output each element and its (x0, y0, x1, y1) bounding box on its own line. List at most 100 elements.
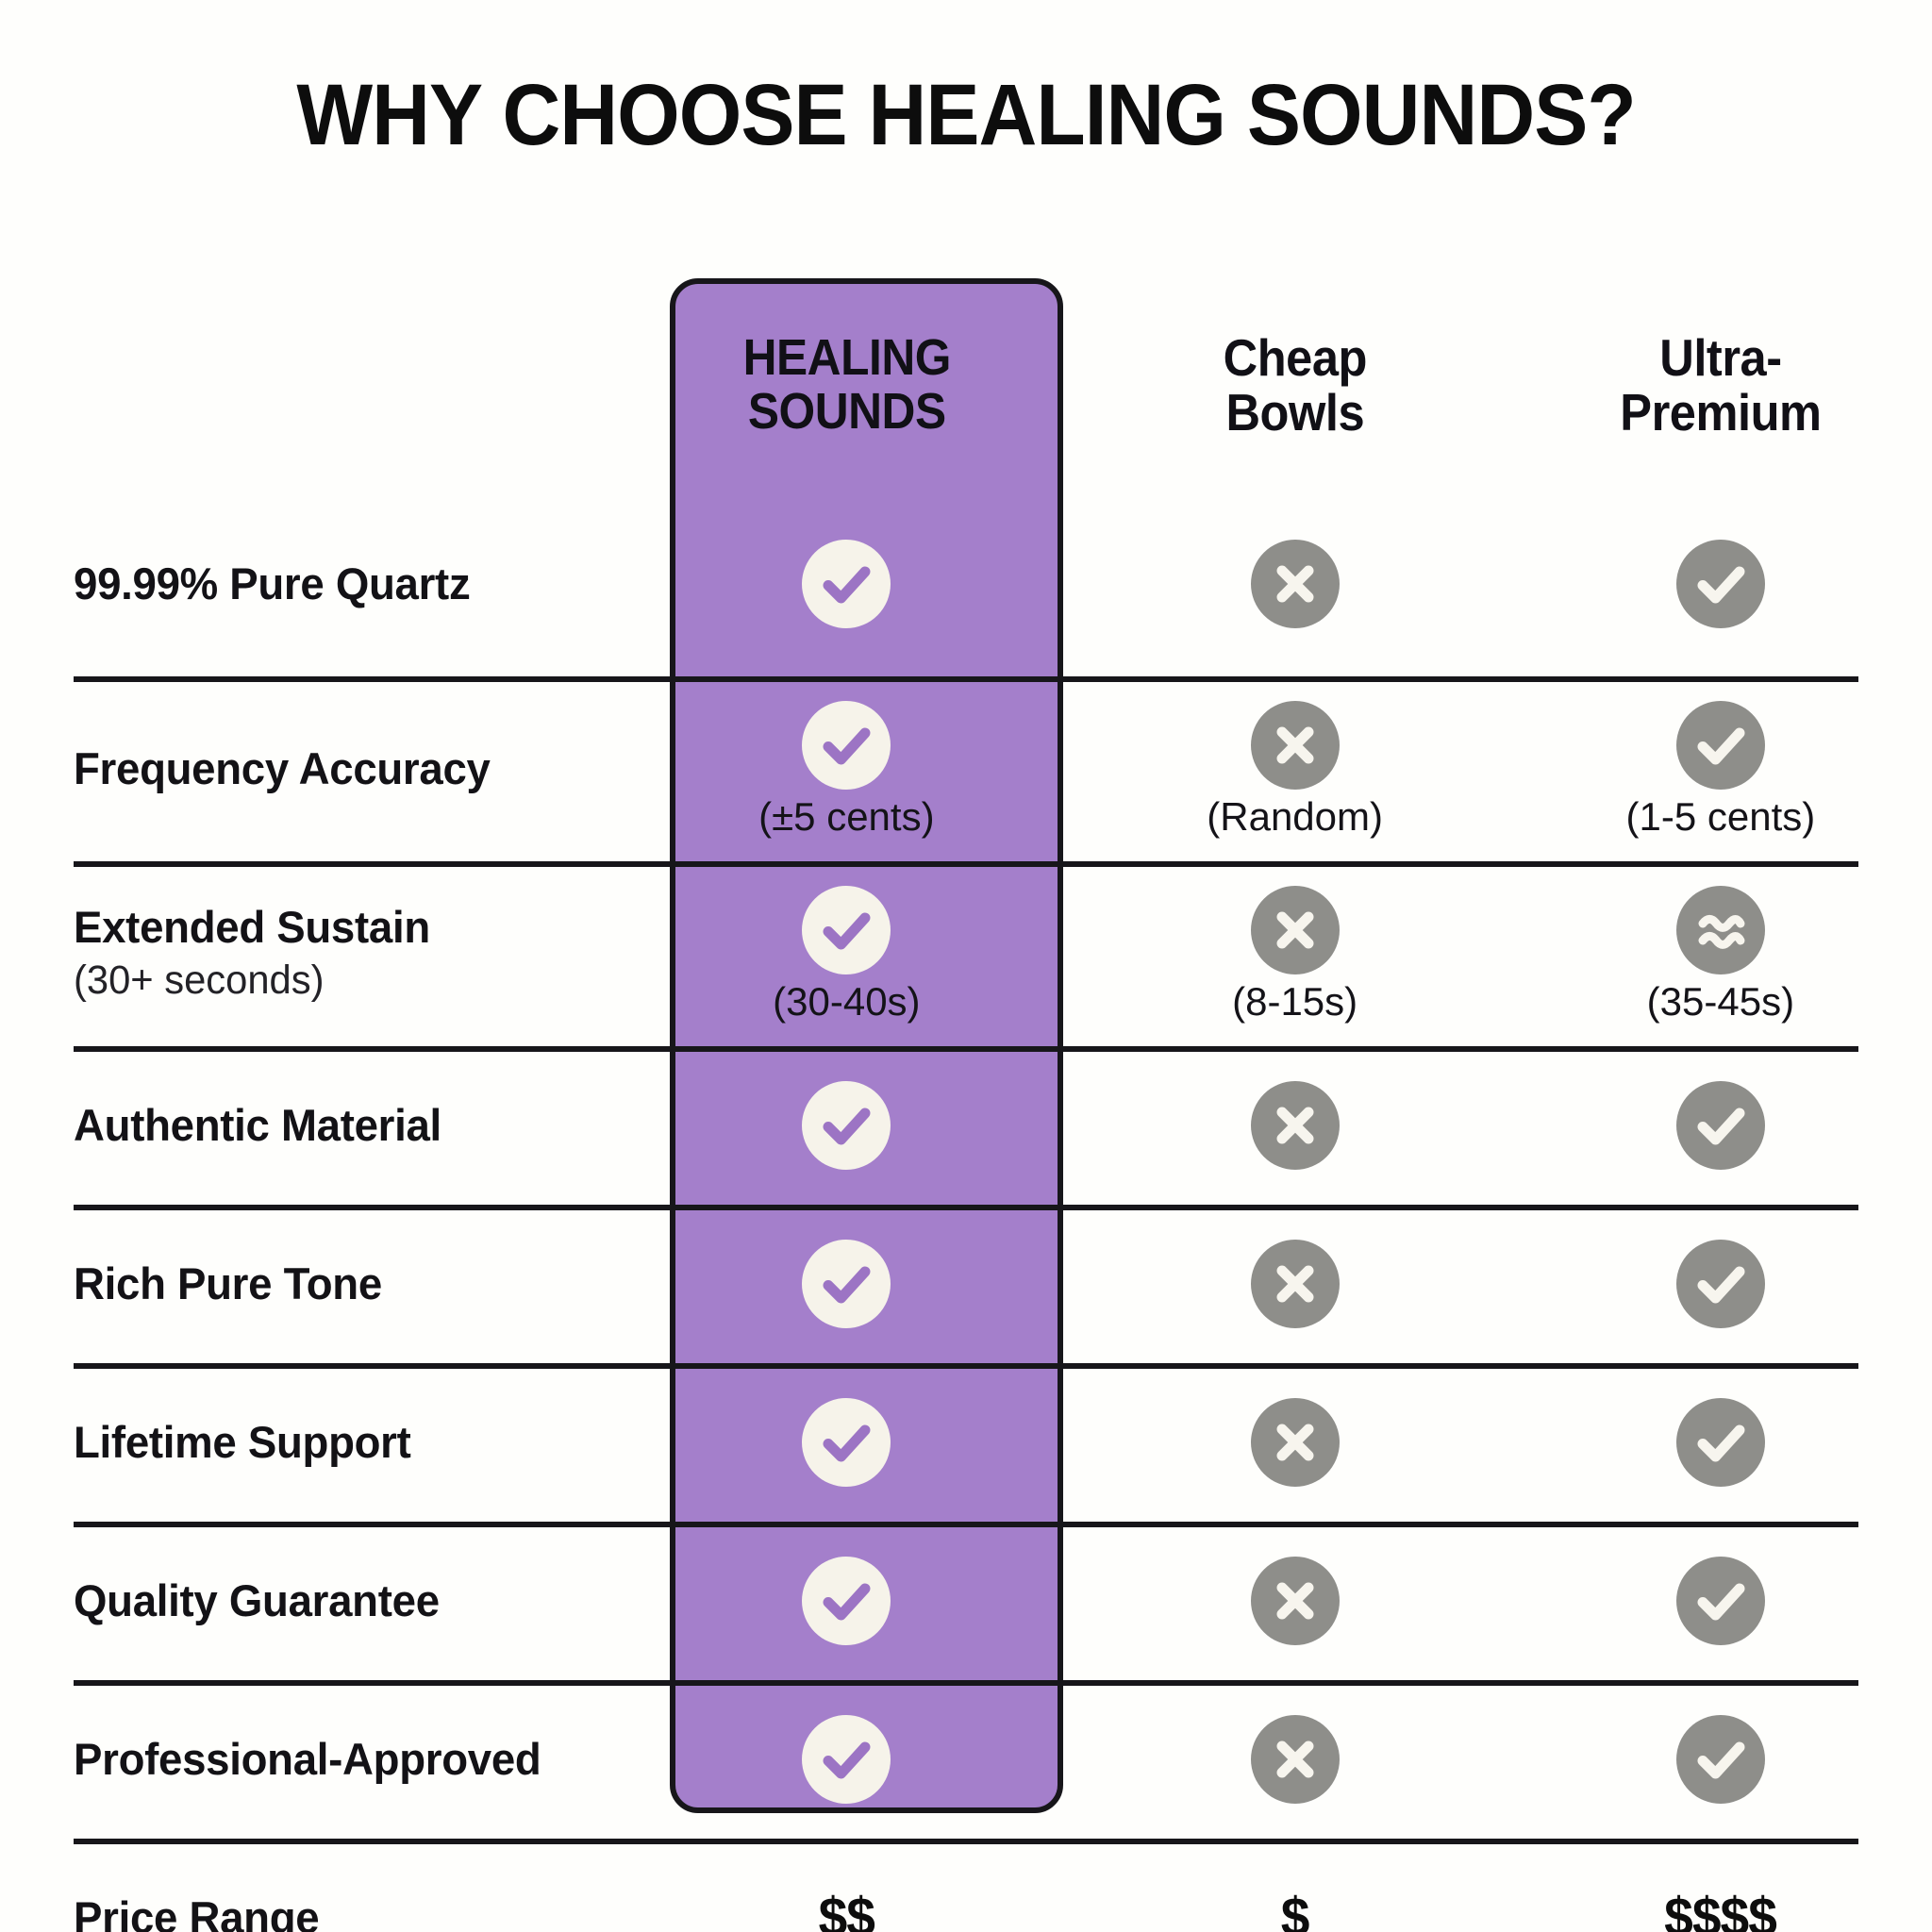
cell-rich-pure-tone-cheap-bowls (1084, 1205, 1507, 1363)
cross-circle-icon (1250, 1557, 1340, 1645)
check-circle-icon (1675, 701, 1765, 790)
column-header-line1-ultra-premium: Ultra- (1659, 327, 1782, 387)
cell-value-text-extended-sustain-ultra-premium: (35-45s) (1646, 979, 1795, 1024)
column-header-line2-ultra-premium: Premium (1620, 383, 1822, 441)
cross-circle-icon (1250, 1398, 1340, 1487)
row-label-quality-guarantee: Quality Guarantee (0, 1522, 655, 1680)
table-row: Professional-Approved (0, 1680, 1932, 1839)
cross-circle-icon (1250, 886, 1340, 974)
cross-circle-icon (1250, 540, 1340, 628)
price-value-healing-sounds: $$ (818, 1887, 875, 1932)
table-row: Lifetime Support (0, 1363, 1932, 1522)
row-label-main-lifetime-support: Lifetime Support (74, 1416, 411, 1467)
check-circle-icon (1675, 1398, 1765, 1487)
cell-quality-guarantee-ultra-premium (1509, 1522, 1932, 1680)
column-header-label-cheap-bowls: Cheap Bowls (1223, 327, 1367, 441)
cell-lifetime-support-ultra-premium (1509, 1363, 1932, 1522)
column-header-label-healing-sounds: HEALING SOUNDS (742, 328, 951, 440)
cell-frequency-accuracy-ultra-premium: (1-5 cents) (1509, 676, 1932, 861)
cell-professional-approved-cheap-bowls (1084, 1680, 1507, 1839)
row-label-frequency-accuracy: Frequency Accuracy (0, 676, 655, 861)
cross-circle-icon (1250, 1715, 1340, 1804)
cell-extended-sustain-healing-sounds: (30-40s) (655, 861, 1038, 1046)
column-header-line1-healing-sounds: HEALING (742, 328, 951, 386)
check-circle-icon (802, 701, 891, 790)
cell-pure-quartz-ultra-premium (1509, 491, 1932, 676)
check-circle-icon (1675, 540, 1765, 628)
cell-authentic-material-cheap-bowls (1084, 1046, 1507, 1205)
check-circle-icon (802, 1240, 891, 1328)
table-row: Extended Sustain (30+ seconds) (30-40s) … (0, 861, 1932, 1046)
check-circle-icon (1675, 1715, 1765, 1804)
cell-lifetime-support-healing-sounds (655, 1363, 1038, 1522)
cell-rich-pure-tone-ultra-premium (1509, 1205, 1932, 1363)
check-circle-icon (802, 1081, 891, 1170)
cell-price-range-ultra-premium: $$$$ (1509, 1839, 1932, 1932)
cell-pure-quartz-cheap-bowls (1084, 491, 1507, 676)
row-label-main-professional-approved: Professional-Approved (74, 1733, 541, 1784)
check-circle-icon (1675, 1081, 1765, 1170)
cell-value-text-frequency-accuracy-ultra-premium: (1-5 cents) (1625, 794, 1816, 839)
cell-price-range-healing-sounds: $$ (655, 1839, 1038, 1932)
check-circle-icon (1675, 1557, 1765, 1645)
cell-professional-approved-healing-sounds (655, 1680, 1038, 1839)
page-title: WHY CHOOSE HEALING SOUNDS? (296, 67, 1636, 163)
highlight-card-healing-sounds (670, 278, 1063, 1813)
cell-value-text-extended-sustain-healing-sounds: (30-40s) (773, 979, 921, 1024)
cell-professional-approved-ultra-premium (1509, 1680, 1932, 1839)
cell-rich-pure-tone-healing-sounds (655, 1205, 1038, 1363)
check-circle-icon (1675, 1240, 1765, 1328)
cell-value-text-frequency-accuracy-healing-sounds: (±5 cents) (758, 794, 935, 839)
cell-frequency-accuracy-cheap-bowls: (Random) (1084, 676, 1507, 861)
table-row: Price Range $$ $ $$$$ (0, 1839, 1932, 1932)
cell-value-text-extended-sustain-cheap-bowls: (8-15s) (1232, 979, 1358, 1024)
column-header-line2-healing-sounds: SOUNDS (747, 383, 946, 440)
check-circle-icon (802, 886, 891, 974)
column-header-healing-sounds: HEALING SOUNDS (655, 278, 1038, 491)
row-label-professional-approved: Professional-Approved (0, 1680, 655, 1839)
table-row: 99.99% Pure Quartz (0, 491, 1932, 676)
column-header-label-ultra-premium: Ultra- Premium (1620, 327, 1822, 441)
column-header-line2-cheap-bowls: Bowls (1225, 383, 1364, 441)
column-header-line1-cheap-bowls: Cheap (1223, 327, 1367, 387)
table-row: Authentic Material (0, 1046, 1932, 1205)
row-label-authentic-material: Authentic Material (0, 1046, 655, 1205)
row-label-main-authentic-material: Authentic Material (74, 1099, 441, 1150)
row-label-pure-quartz: 99.99% Pure Quartz (0, 491, 655, 676)
cell-quality-guarantee-cheap-bowls (1084, 1522, 1507, 1680)
check-circle-icon (802, 1715, 891, 1804)
row-label-extended-sustain: Extended Sustain (30+ seconds) (0, 861, 655, 1046)
row-label-main-quality-guarantee: Quality Guarantee (74, 1574, 440, 1625)
price-value-ultra-premium: $$$$ (1664, 1887, 1777, 1932)
cross-circle-icon (1250, 1081, 1340, 1170)
price-value-cheap-bowls: $ (1280, 1887, 1310, 1932)
cross-circle-icon (1250, 701, 1340, 790)
cell-extended-sustain-ultra-premium: (35-45s) (1509, 861, 1932, 1046)
header-spacer (0, 278, 655, 491)
column-header-ultra-premium: Ultra- Premium (1509, 278, 1932, 491)
column-header-cheap-bowls: Cheap Bowls (1084, 278, 1507, 491)
cell-value-text-frequency-accuracy-cheap-bowls: (Random) (1207, 794, 1383, 839)
table-row: Quality Guarantee (0, 1522, 1932, 1680)
table-row: Frequency Accuracy (±5 cents) (Random) (… (0, 676, 1932, 861)
row-label-main-pure-quartz: 99.99% Pure Quartz (74, 558, 471, 608)
cell-frequency-accuracy-healing-sounds: (±5 cents) (655, 676, 1038, 861)
row-label-main-rich-pure-tone: Rich Pure Tone (74, 1257, 382, 1308)
cell-lifetime-support-cheap-bowls (1084, 1363, 1507, 1522)
row-label-main-extended-sustain: Extended Sustain (74, 901, 430, 952)
table-header-row: HEALING SOUNDS Cheap Bowls Ultra- Premiu… (0, 278, 1932, 491)
cell-pure-quartz-healing-sounds (655, 491, 1038, 676)
check-circle-icon (802, 540, 891, 628)
row-label-sub-extended-sustain: (30+ seconds) (74, 957, 325, 1003)
check-circle-icon (802, 1398, 891, 1487)
row-label-main-frequency-accuracy: Frequency Accuracy (74, 742, 491, 793)
cell-authentic-material-ultra-premium (1509, 1046, 1932, 1205)
cell-authentic-material-healing-sounds (655, 1046, 1038, 1205)
cell-extended-sustain-cheap-bowls: (8-15s) (1084, 861, 1507, 1046)
check-circle-icon (802, 1557, 891, 1645)
cell-price-range-cheap-bowls: $ (1084, 1839, 1507, 1932)
row-label-rich-pure-tone: Rich Pure Tone (0, 1205, 655, 1363)
table-row: Rich Pure Tone (0, 1205, 1932, 1363)
row-label-main-price-range: Price Range (74, 1891, 320, 1932)
